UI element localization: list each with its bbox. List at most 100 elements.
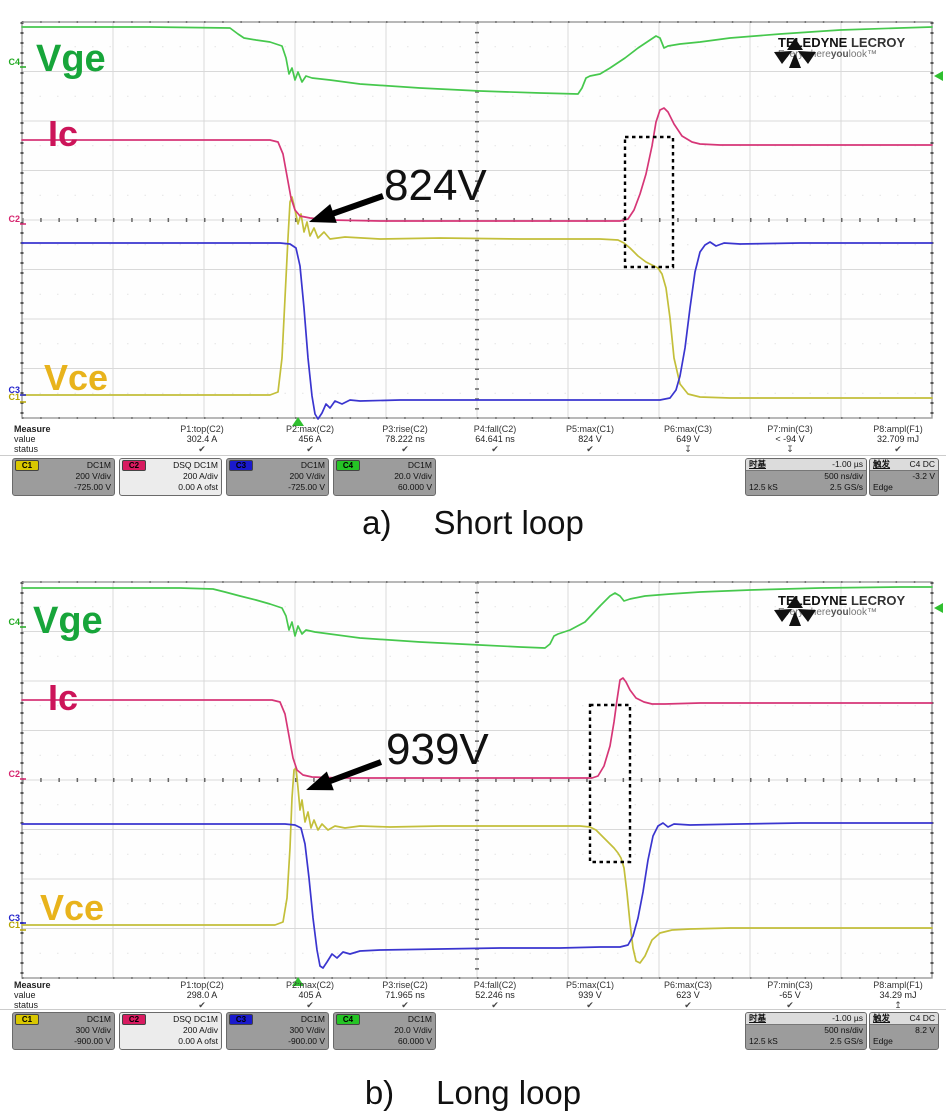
measure-row-label: value bbox=[14, 434, 36, 444]
annotation-arrowhead bbox=[306, 771, 334, 791]
measure-col-4[interactable]: P4:fall(C2) 52.246 ns ✔ bbox=[440, 980, 550, 1010]
channel-marker-c2[interactable]: C2 bbox=[8, 769, 20, 779]
vce-trace bbox=[21, 767, 933, 964]
measure-row-label: Measure bbox=[14, 424, 51, 434]
measure-status-icon: ✔ bbox=[786, 1000, 794, 1010]
measure-value: 405 A bbox=[298, 990, 322, 1000]
measure-value: 71.965 ns bbox=[385, 990, 425, 1000]
channel-marker-c4[interactable]: C4 bbox=[8, 57, 20, 67]
vge-trace bbox=[21, 26, 933, 95]
channel-descriptor-c3[interactable]: C3 DC1M 200 V/div -725.00 V bbox=[226, 458, 329, 496]
measure-col-1[interactable]: P1:top(C2) 298.0 A ✔ bbox=[147, 980, 257, 1010]
measure-col-8[interactable]: P8:ampl(F1) 34.29 mJ ↥ bbox=[843, 980, 946, 1010]
trigger-title: 触发 bbox=[873, 1013, 891, 1023]
channel-chip: C2 bbox=[122, 1014, 146, 1025]
measure-label: P6:max(C3) bbox=[663, 424, 712, 434]
measure-row-labels: Measure value status bbox=[14, 980, 51, 1010]
timebase-box[interactable]: 时基 -1.00 µs 500 ns/div 12.5 kS 2.5 GS/s bbox=[745, 1012, 867, 1050]
measure-col-2[interactable]: P2:max(C2) 456 A ✔ bbox=[255, 424, 365, 454]
measure-value: 302.4 A bbox=[186, 434, 218, 444]
trigger-level: 8.2 V bbox=[915, 1025, 935, 1035]
measure-value: 52.246 ns bbox=[475, 990, 515, 1000]
channel-descriptor-c2[interactable]: C2 DSQ DC1M 200 A/div 0.00 A ofst bbox=[119, 1012, 222, 1050]
teledyne-lecroy-logo: TELEDYNE LECROY Everywhereyoulook™ bbox=[772, 36, 905, 68]
channel-descriptor-c4[interactable]: C4 DC1M 20.0 V/div 60.000 V bbox=[333, 458, 436, 496]
measure-status-icon: ✔ bbox=[684, 1000, 692, 1010]
channel-descriptor-c1[interactable]: C1 DC1M 200 V/div -725.00 V bbox=[12, 458, 115, 496]
measure-col-2[interactable]: P2:max(C2) 405 A ✔ bbox=[255, 980, 365, 1010]
channel-marker-c1[interactable]: C1 bbox=[8, 920, 20, 930]
offset-label: 60.000 V bbox=[397, 482, 432, 492]
vge-trace-label: Vge bbox=[36, 38, 106, 80]
channel-marker-c3[interactable]: C3 bbox=[8, 385, 20, 395]
channel-descriptor-c3[interactable]: C3 DC1M 300 V/div -900.00 V bbox=[226, 1012, 329, 1050]
c3-trace bbox=[21, 822, 933, 969]
channel-marker-c1[interactable]: C1 bbox=[8, 392, 20, 402]
tagline-bold: you bbox=[830, 49, 849, 60]
measure-label: P7:min(C3) bbox=[767, 980, 813, 990]
measure-col-4[interactable]: P4:fall(C2) 64.641 ns ✔ bbox=[440, 424, 550, 454]
channel-descriptor-c2[interactable]: C2 DSQ DC1M 200 A/div 0.00 A ofst bbox=[119, 458, 222, 496]
caption-a-id: a) bbox=[362, 504, 392, 541]
channel-chip: C4 bbox=[336, 460, 360, 471]
measure-value: 623 V bbox=[676, 990, 700, 1000]
measure-col-6[interactable]: P6:max(C3) 623 V ✔ bbox=[633, 980, 743, 1010]
vge-trace bbox=[21, 586, 933, 649]
trigger-position-marker[interactable] bbox=[292, 417, 304, 426]
measure-status-icon: ✔ bbox=[401, 1000, 409, 1010]
trigger-level-marker[interactable] bbox=[934, 71, 943, 81]
measure-col-8[interactable]: P8:ampl(F1) 32.709 mJ ✔ bbox=[843, 424, 946, 454]
measure-status-icon: ↧ bbox=[786, 444, 794, 454]
measure-row-label: value bbox=[14, 990, 36, 1000]
channel-descriptor-c4[interactable]: C4 DC1M 20.0 V/div 60.000 V bbox=[333, 1012, 436, 1050]
timebase-title: 时基 bbox=[749, 1013, 767, 1023]
measure-col-3[interactable]: P3:rise(C2) 71.965 ns ✔ bbox=[350, 980, 460, 1010]
scale-label: 20.0 V/div bbox=[394, 1025, 432, 1035]
trigger-position-marker[interactable] bbox=[292, 977, 304, 986]
coupling-label: DC1M bbox=[407, 1014, 432, 1024]
offset-label: -900.00 V bbox=[288, 1036, 325, 1046]
channel-chip: C1 bbox=[15, 1014, 39, 1025]
measure-col-7[interactable]: P7:min(C3) < -94 V ↧ bbox=[735, 424, 845, 454]
channel-descriptor-c1[interactable]: C1 DC1M 300 V/div -900.00 V bbox=[12, 1012, 115, 1050]
scale-label: 200 A/div bbox=[183, 471, 218, 481]
measure-label: P5:max(C1) bbox=[565, 424, 614, 434]
trigger-title: 触发 bbox=[873, 459, 891, 469]
trigger-level-marker[interactable] bbox=[934, 603, 943, 613]
measure-col-5[interactable]: P5:max(C1) 939 V ✔ bbox=[535, 980, 645, 1010]
coupling-label: DC1M bbox=[300, 460, 325, 470]
offset-label: -725.00 V bbox=[288, 482, 325, 492]
trigger-mode: Edge bbox=[873, 1036, 893, 1046]
timebase-samples: 12.5 kS bbox=[749, 1036, 778, 1046]
channel-marker-c2[interactable]: C2 bbox=[8, 214, 20, 224]
measure-col-6[interactable]: P6:max(C3) 649 V ↧ bbox=[633, 424, 743, 454]
measure-label: P8:ampl(F1) bbox=[873, 424, 923, 434]
trigger-box[interactable]: 触发 C4 DC -3.2 V Edge bbox=[869, 458, 939, 496]
scale-label: 200 V/div bbox=[75, 471, 111, 481]
measure-col-7[interactable]: P7:min(C3) -65 V ✔ bbox=[735, 980, 845, 1010]
vce-trace-label: Vce bbox=[44, 357, 109, 398]
channel-marker-c4[interactable]: C4 bbox=[8, 617, 20, 627]
measure-table: Measure value status P1:top(C2) 298.0 A ✔ P2:… bbox=[0, 980, 946, 1012]
scale-label: 300 V/div bbox=[289, 1025, 325, 1035]
measure-col-1[interactable]: P1:top(C2) 302.4 A ✔ bbox=[147, 424, 257, 454]
oscilloscope-screenshot-a: C4 C2 C3 C1 Vge Ic Vce 824V TELEDYNE LECROY… bbox=[0, 18, 946, 500]
measure-status-icon: ↧ bbox=[684, 444, 692, 454]
measure-status-icon: ✔ bbox=[198, 444, 206, 454]
measure-col-5[interactable]: P5:max(C1) 824 V ✔ bbox=[535, 424, 645, 454]
channel-chip: C2 bbox=[122, 460, 146, 471]
offset-label: 60.000 V bbox=[397, 1036, 432, 1046]
timebase-box[interactable]: 时基 -1.00 µs 500 ns/div 12.5 kS 2.5 GS/s bbox=[745, 458, 867, 496]
tagline-bold: you bbox=[830, 607, 849, 618]
measure-col-3[interactable]: P3:rise(C2) 78.222 ns ✔ bbox=[350, 424, 460, 454]
timebase-scale: 500 ns/div bbox=[824, 471, 863, 481]
measure-status-icon: ✔ bbox=[586, 444, 594, 454]
trigger-box[interactable]: 触发 C4 DC 8.2 V Edge bbox=[869, 1012, 939, 1050]
channel-marker-c3[interactable]: C3 bbox=[8, 913, 20, 923]
trigger-level: -3.2 V bbox=[912, 471, 935, 481]
annotation-arrowhead bbox=[309, 203, 337, 223]
coupling-label: DC1M bbox=[407, 460, 432, 470]
offset-label: 0.00 A ofst bbox=[178, 482, 218, 492]
caption-a-text: Short loop bbox=[433, 504, 584, 541]
